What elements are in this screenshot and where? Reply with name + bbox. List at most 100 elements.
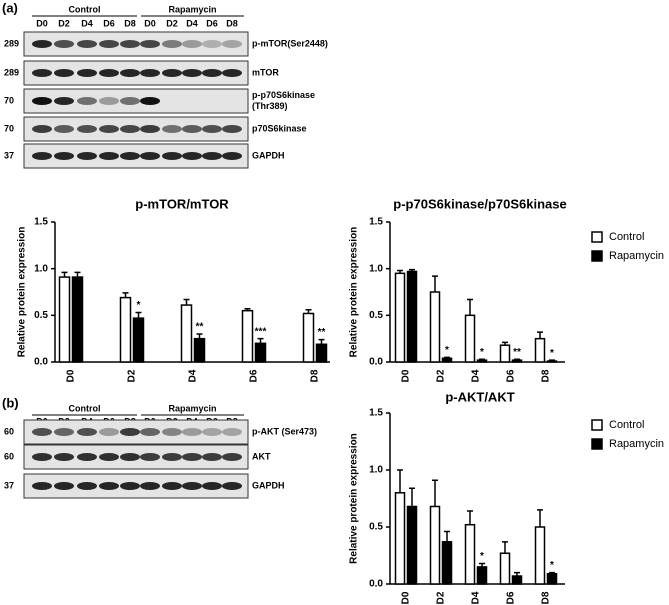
band	[32, 40, 52, 48]
band	[182, 69, 202, 77]
band	[222, 125, 242, 133]
error-bar	[257, 337, 264, 344]
legend-swatch	[591, 250, 603, 262]
bar	[534, 337, 546, 363]
band	[99, 69, 119, 77]
band	[77, 40, 97, 48]
bar	[406, 505, 418, 585]
band	[222, 69, 242, 77]
x-tick-label: D6	[506, 591, 517, 604]
bar	[71, 276, 84, 363]
error-bar	[61, 271, 68, 278]
band	[140, 428, 160, 436]
mw-label: 70	[4, 95, 14, 105]
error-bar	[467, 510, 473, 525]
band	[140, 97, 160, 105]
y-tick-label: 1.0	[34, 263, 48, 274]
bar	[119, 296, 132, 363]
mw-label: 289	[4, 67, 19, 77]
band	[77, 97, 97, 105]
band	[202, 428, 222, 436]
band	[162, 152, 182, 160]
band	[182, 453, 202, 461]
band	[120, 97, 140, 105]
x-tick-label: D0	[401, 369, 412, 382]
band	[99, 125, 119, 133]
error-bar	[74, 271, 81, 278]
bar	[315, 343, 328, 363]
band	[54, 453, 74, 461]
row-label: (Thr389)	[252, 101, 288, 111]
band	[182, 125, 202, 133]
row-label: AKT	[252, 451, 271, 461]
bar	[254, 342, 267, 363]
error-bar	[514, 358, 520, 361]
band	[99, 453, 119, 461]
error-bar	[397, 269, 403, 274]
row-label: GAPDH	[252, 480, 285, 490]
bar	[58, 276, 71, 363]
band	[140, 125, 160, 133]
band	[120, 428, 140, 436]
band	[222, 152, 242, 160]
lane-label: D8	[226, 18, 238, 28]
band	[120, 69, 140, 77]
mw-label: 60	[4, 451, 14, 461]
bar	[546, 572, 558, 585]
band	[77, 482, 97, 490]
x-tick-label: D8	[310, 369, 321, 382]
band	[182, 40, 202, 48]
bar	[534, 526, 546, 585]
lane-label: D2	[58, 18, 70, 28]
lane-label: D6	[206, 18, 218, 28]
y-tick-label: 0.5	[369, 522, 383, 533]
bar	[476, 566, 488, 585]
row-label: p-p70S6kinase	[252, 90, 315, 100]
x-tick-label: D2	[436, 591, 447, 604]
group-label: Control	[69, 403, 101, 413]
x-tick-label: D8	[541, 591, 552, 604]
error-bar	[196, 333, 203, 339]
row-label: GAPDH	[252, 150, 285, 160]
lane-label: D6	[103, 18, 115, 28]
band	[32, 428, 52, 436]
group-label: Control	[69, 4, 101, 14]
error-bar	[122, 292, 129, 298]
band	[32, 125, 52, 133]
bar	[241, 309, 254, 363]
band	[182, 428, 202, 436]
bar	[441, 357, 453, 363]
error-bar	[502, 541, 508, 554]
lane-label: D2	[166, 18, 178, 28]
bar	[302, 312, 315, 363]
band	[77, 428, 97, 436]
band	[162, 482, 182, 490]
significance-label: *	[480, 347, 484, 358]
y-tick-label: 0.0	[369, 579, 383, 590]
lane-label: D0	[144, 18, 156, 28]
x-tick-label: D4	[471, 591, 482, 604]
error-bar	[318, 338, 325, 345]
y-tick-label: 1.5	[34, 217, 48, 228]
x-tick-label: D6	[506, 369, 517, 382]
bar	[441, 541, 453, 585]
bar	[511, 359, 523, 363]
band	[202, 40, 222, 48]
x-tick-label: D4	[188, 369, 199, 382]
band	[140, 453, 160, 461]
bar	[511, 575, 523, 585]
band	[162, 40, 182, 48]
significance-label: **	[318, 327, 326, 338]
band	[202, 152, 222, 160]
error-bar	[409, 487, 415, 507]
band	[222, 428, 242, 436]
error-bar	[444, 530, 450, 542]
y-tick-label: 1.0	[369, 263, 383, 274]
y-axis-label: Relative protein expression	[349, 227, 360, 358]
band	[120, 453, 140, 461]
error-bar	[183, 298, 190, 306]
band	[54, 428, 74, 436]
error-bar	[479, 358, 485, 361]
x-tick-label: D4	[471, 369, 482, 382]
y-tick-label: 1.5	[369, 217, 383, 228]
